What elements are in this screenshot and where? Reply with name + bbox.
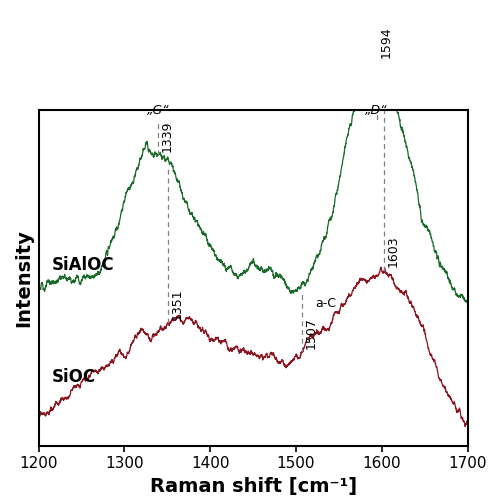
- Text: 1351: 1351: [171, 288, 184, 320]
- Text: 1339: 1339: [161, 120, 173, 152]
- Text: „G“: „G“: [146, 104, 169, 117]
- Text: 1507: 1507: [304, 318, 318, 349]
- Text: SiAlOC: SiAlOC: [52, 256, 114, 274]
- X-axis label: Raman shift [cm⁻¹]: Raman shift [cm⁻¹]: [149, 477, 356, 496]
- Y-axis label: Intensity: Intensity: [14, 229, 33, 327]
- Text: a-C: a-C: [315, 297, 336, 310]
- Text: „D“: „D“: [365, 104, 388, 117]
- Text: 1594: 1594: [379, 27, 392, 58]
- Text: 1603: 1603: [387, 236, 400, 268]
- Text: SiOC: SiOC: [52, 368, 96, 386]
